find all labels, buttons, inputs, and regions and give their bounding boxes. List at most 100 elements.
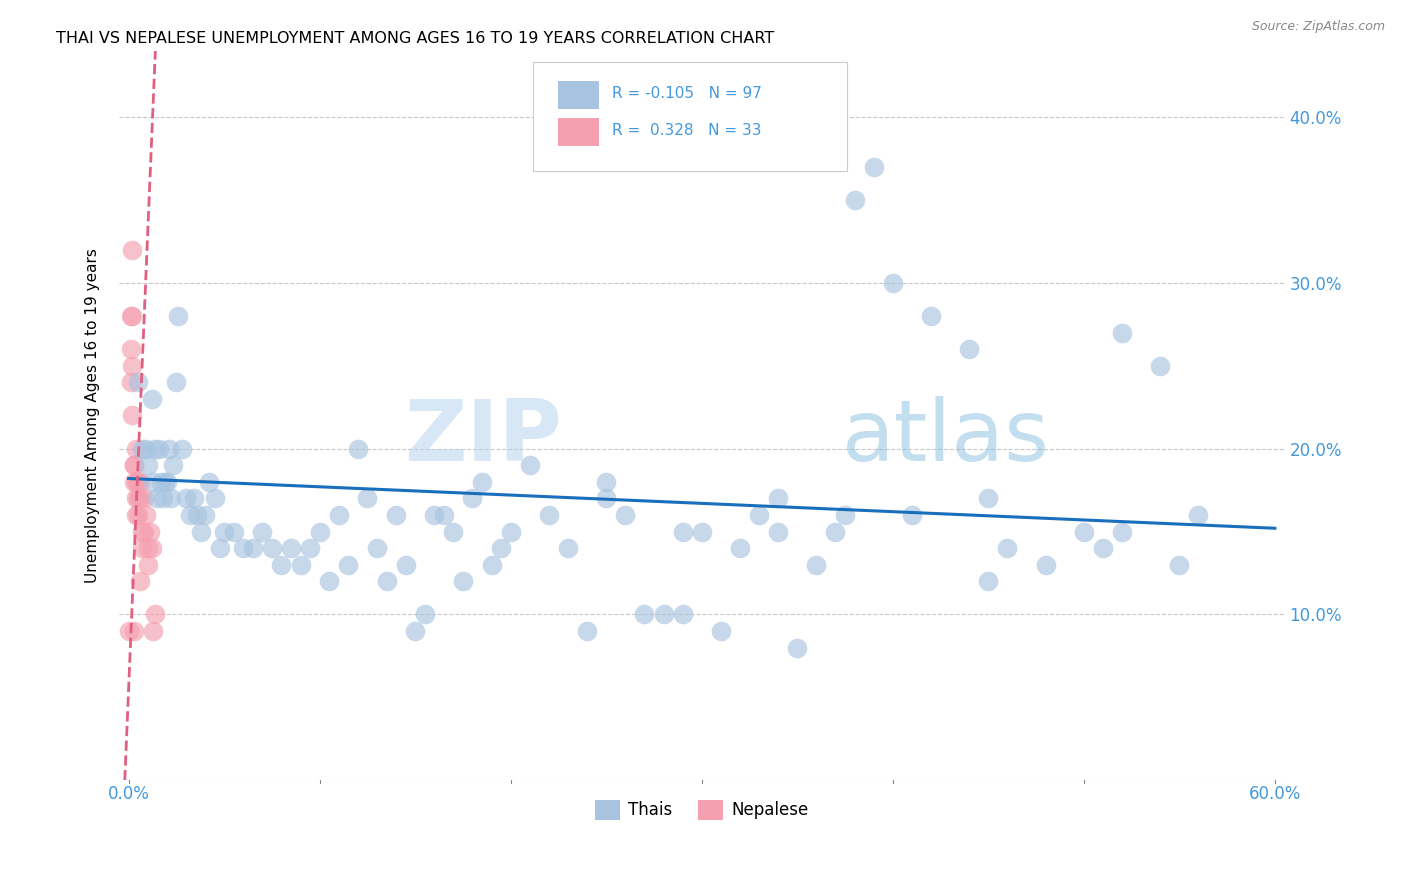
Point bbox=[135, 508, 157, 522]
Point bbox=[920, 309, 942, 323]
Point bbox=[471, 475, 494, 489]
Point bbox=[143, 442, 166, 456]
Point bbox=[165, 376, 187, 390]
Point bbox=[1187, 508, 1209, 522]
Point bbox=[957, 342, 980, 356]
Point bbox=[142, 475, 165, 489]
Point bbox=[1149, 359, 1171, 373]
Point bbox=[136, 458, 159, 473]
Point bbox=[834, 508, 856, 522]
Point bbox=[121, 243, 143, 257]
Point bbox=[280, 541, 302, 556]
Point bbox=[404, 624, 426, 638]
Point bbox=[125, 442, 148, 456]
Point bbox=[489, 541, 512, 556]
Point bbox=[127, 376, 149, 390]
Point bbox=[129, 574, 152, 589]
Point bbox=[132, 524, 155, 539]
Point bbox=[270, 558, 292, 572]
Point bbox=[167, 309, 190, 323]
Point bbox=[672, 607, 695, 622]
Point bbox=[862, 160, 884, 174]
Point bbox=[652, 607, 675, 622]
Point bbox=[633, 607, 655, 622]
Point bbox=[290, 558, 312, 572]
Point bbox=[159, 491, 181, 506]
Point bbox=[120, 376, 142, 390]
Point bbox=[153, 475, 176, 489]
Point bbox=[179, 508, 201, 522]
Point bbox=[977, 574, 1000, 589]
Point bbox=[672, 524, 695, 539]
Point bbox=[356, 491, 378, 506]
Point bbox=[786, 640, 808, 655]
Point bbox=[328, 508, 350, 522]
Text: R =  0.328   N = 33: R = 0.328 N = 33 bbox=[612, 123, 762, 138]
Point bbox=[129, 491, 152, 506]
Point bbox=[174, 491, 197, 506]
Point bbox=[394, 558, 416, 572]
Point bbox=[260, 541, 283, 556]
Point bbox=[124, 624, 146, 638]
Point bbox=[451, 574, 474, 589]
Point bbox=[125, 475, 148, 489]
Point bbox=[172, 442, 194, 456]
Point bbox=[129, 475, 152, 489]
Point bbox=[806, 558, 828, 572]
FancyBboxPatch shape bbox=[558, 118, 599, 145]
Point bbox=[121, 409, 143, 423]
Text: THAI VS NEPALESE UNEMPLOYMENT AMONG AGES 16 TO 19 YEARS CORRELATION CHART: THAI VS NEPALESE UNEMPLOYMENT AMONG AGES… bbox=[56, 31, 775, 46]
Point bbox=[595, 475, 617, 489]
Point bbox=[148, 442, 170, 456]
Point bbox=[1073, 524, 1095, 539]
Point bbox=[121, 359, 143, 373]
Point bbox=[194, 508, 217, 522]
Point bbox=[441, 524, 464, 539]
Point bbox=[366, 541, 388, 556]
Point bbox=[308, 524, 330, 539]
Point bbox=[433, 508, 456, 522]
Point bbox=[141, 392, 163, 406]
Point bbox=[120, 309, 142, 323]
Point bbox=[222, 524, 245, 539]
Point bbox=[121, 309, 143, 323]
Point bbox=[375, 574, 398, 589]
Point bbox=[481, 558, 503, 572]
Point bbox=[127, 475, 149, 489]
Point bbox=[844, 193, 866, 207]
Point bbox=[557, 541, 579, 556]
Point bbox=[977, 491, 1000, 506]
Point bbox=[614, 508, 637, 522]
Point bbox=[824, 524, 846, 539]
Point bbox=[209, 541, 232, 556]
Point bbox=[124, 458, 146, 473]
Point bbox=[595, 491, 617, 506]
Point bbox=[537, 508, 560, 522]
Point bbox=[385, 508, 408, 522]
Point bbox=[120, 342, 142, 356]
Point bbox=[901, 508, 924, 522]
Point bbox=[766, 524, 789, 539]
Point bbox=[131, 541, 153, 556]
Point bbox=[499, 524, 522, 539]
Point bbox=[117, 624, 139, 638]
Legend: Thais, Nepalese: Thais, Nepalese bbox=[589, 793, 815, 827]
Point bbox=[232, 541, 254, 556]
FancyBboxPatch shape bbox=[558, 81, 599, 109]
Point bbox=[127, 508, 149, 522]
Point bbox=[143, 607, 166, 622]
Point bbox=[347, 442, 370, 456]
Point bbox=[124, 475, 146, 489]
Point bbox=[135, 442, 157, 456]
Point bbox=[413, 607, 436, 622]
Point bbox=[997, 541, 1019, 556]
Text: ZIP: ZIP bbox=[404, 396, 562, 479]
Point bbox=[141, 541, 163, 556]
Y-axis label: Unemployment Among Ages 16 to 19 years: Unemployment Among Ages 16 to 19 years bbox=[86, 248, 100, 583]
Point bbox=[766, 491, 789, 506]
Point bbox=[183, 491, 205, 506]
Text: R = -0.105   N = 97: R = -0.105 N = 97 bbox=[612, 87, 762, 101]
Point bbox=[152, 491, 174, 506]
Point bbox=[242, 541, 264, 556]
Point bbox=[1111, 326, 1133, 340]
